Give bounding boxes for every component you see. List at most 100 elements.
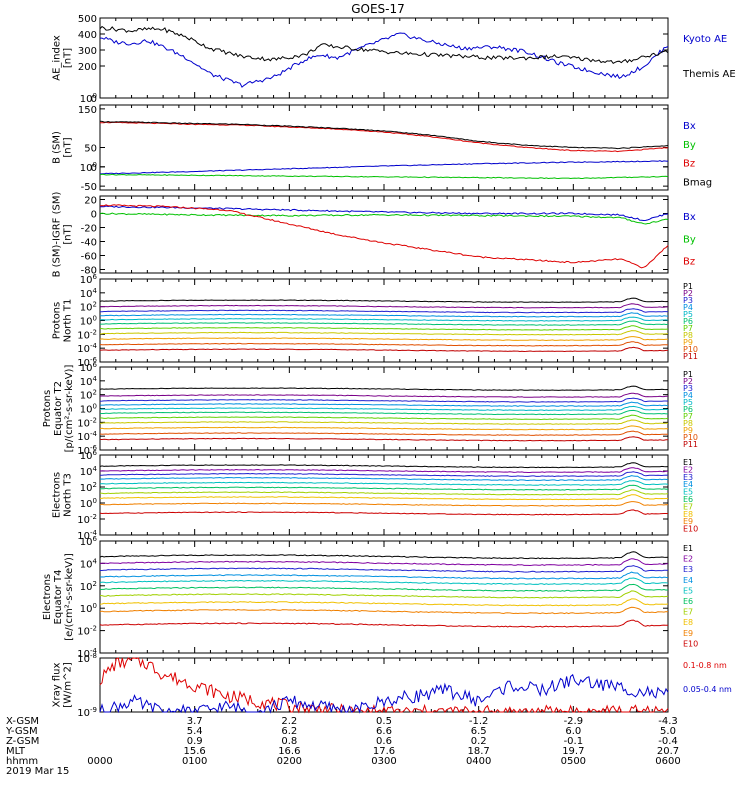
- series-p10-line: [99, 430, 669, 436]
- legend-p1: P1: [683, 370, 693, 379]
- legend-kyoto-ae: Kyoto AE: [683, 34, 727, 45]
- legend-p3: P3: [683, 296, 693, 305]
- y-axis-label: [W/m^2]: [63, 662, 74, 708]
- plot-title: GOES-17: [351, 2, 405, 16]
- series-e9-line: [99, 606, 669, 615]
- y-tick-label: 0: [91, 210, 97, 221]
- y-tick-label: 150: [78, 105, 97, 116]
- legend-themis-ae: Themis AE: [682, 69, 736, 80]
- xaxis-value: 16.6: [278, 746, 300, 757]
- y-tick-label: 104: [80, 557, 98, 570]
- series-e5-line: [99, 577, 669, 586]
- y-tick-label: 100: [80, 602, 97, 615]
- xaxis-value: 15.6: [184, 746, 206, 757]
- legend-e5: E5: [683, 586, 693, 595]
- xaxis-value: 0.6: [376, 736, 392, 747]
- series-bz-line: [100, 121, 669, 153]
- y-tick-label: 300: [78, 46, 97, 57]
- series-e8-line: [99, 598, 669, 607]
- xaxis-value: 0300: [371, 756, 396, 767]
- xaxis-value: 6.6: [376, 726, 392, 737]
- xaxis-row-label: X-GSM: [6, 716, 39, 727]
- y-axis-label: Protons: [42, 390, 53, 427]
- y-tick-label: 10-9: [77, 706, 97, 719]
- y-tick-label: 100: [80, 403, 97, 416]
- y-tick-label: 0: [91, 163, 97, 174]
- y-tick-label: 10-2: [77, 416, 97, 429]
- series-e10-line: [99, 619, 669, 628]
- legend-e5: E5: [683, 488, 693, 497]
- legend-p9: P9: [683, 426, 693, 435]
- y-tick-label: -60: [81, 252, 97, 263]
- legend-p6: P6: [683, 405, 693, 414]
- y-tick-label: 102: [80, 580, 97, 593]
- legend-e2: E2: [683, 555, 693, 564]
- y-tick-label: -80: [81, 266, 97, 277]
- series-p6-line: [99, 409, 669, 416]
- y-axis-label: [nT]: [63, 137, 74, 157]
- xaxis-hhmm-start: 0000: [87, 756, 112, 767]
- legend-e9: E9: [683, 629, 693, 638]
- series-e5-line: [99, 480, 669, 486]
- legend-e10: E10: [683, 525, 698, 534]
- legend-p2: P2: [683, 377, 693, 386]
- xaxis-row-label: Y-GSM: [5, 726, 38, 737]
- series-e7-line: [99, 590, 669, 599]
- series-e9-line: [99, 501, 669, 507]
- legend-e3: E3: [683, 473, 693, 482]
- legend-bz: Bz: [683, 159, 695, 170]
- series-0-05-0-4-nm-line: [99, 673, 669, 714]
- legend-e8: E8: [683, 618, 693, 627]
- series-bz-line: [99, 204, 669, 269]
- legend-e10: E10: [683, 639, 698, 648]
- series-p5-line: [99, 405, 669, 412]
- series-p8-line: [100, 419, 669, 425]
- y-tick-label: -20: [81, 224, 97, 235]
- legend-p10: P10: [683, 345, 698, 354]
- panel-xray: 10-9 10-8 Xray flux [W/m^2] 0.1-0.8 nm 0.05-0…: [52, 652, 733, 719]
- series-p3-line: [99, 397, 669, 403]
- xaxis-value: 0600: [655, 756, 680, 767]
- series-p4-line: [99, 312, 669, 318]
- xaxis-value: 6.5: [471, 726, 487, 737]
- legend-e7: E7: [683, 502, 693, 511]
- legend-p7: P7: [683, 412, 693, 421]
- xaxis-value: 20.7: [657, 746, 679, 757]
- y-tick-label: 200: [78, 62, 97, 73]
- y-axis-label: [nT]: [63, 224, 74, 244]
- series-p6-line: [99, 320, 669, 326]
- legend-e4: E4: [683, 480, 693, 489]
- y-tick-label: 106: [80, 535, 98, 548]
- series-bmag-line: [99, 120, 669, 150]
- xaxis-value: 5.4: [187, 726, 203, 737]
- xaxis-row-label: MLT: [6, 746, 26, 757]
- xaxis-value: -1.2: [469, 716, 489, 727]
- legend-p8: P8: [683, 419, 693, 428]
- series-by-line: [99, 212, 669, 225]
- legend-p3: P3: [683, 384, 693, 393]
- y-tick-label: 104: [80, 375, 98, 388]
- series-p9-line: [99, 425, 669, 431]
- y-tick-label: 106: [80, 449, 98, 462]
- y-axis-label: North T1: [63, 299, 74, 343]
- legend-e1: E1: [683, 458, 693, 467]
- y-tick-label: 10-8: [77, 652, 97, 665]
- legend-bmag: Bmag: [683, 177, 712, 188]
- xaxis-row-label: hhmm: [6, 756, 38, 767]
- y-tick-label: -50: [81, 182, 97, 193]
- y-tick-label: 106: [80, 273, 98, 286]
- xaxis-value: 0.9: [187, 736, 203, 747]
- xaxis-value: 5.0: [660, 726, 676, 737]
- series-e4-line: [99, 571, 669, 580]
- y-axis-label: Xray flux: [52, 663, 63, 708]
- xaxis-value: 0400: [466, 756, 491, 767]
- series-e7-line: [99, 489, 669, 496]
- y-tick-label: 10-4: [77, 430, 97, 443]
- series-e2-line: [99, 467, 668, 473]
- y-axis-label: [nT]: [63, 48, 74, 68]
- series-p4-line: [99, 401, 669, 407]
